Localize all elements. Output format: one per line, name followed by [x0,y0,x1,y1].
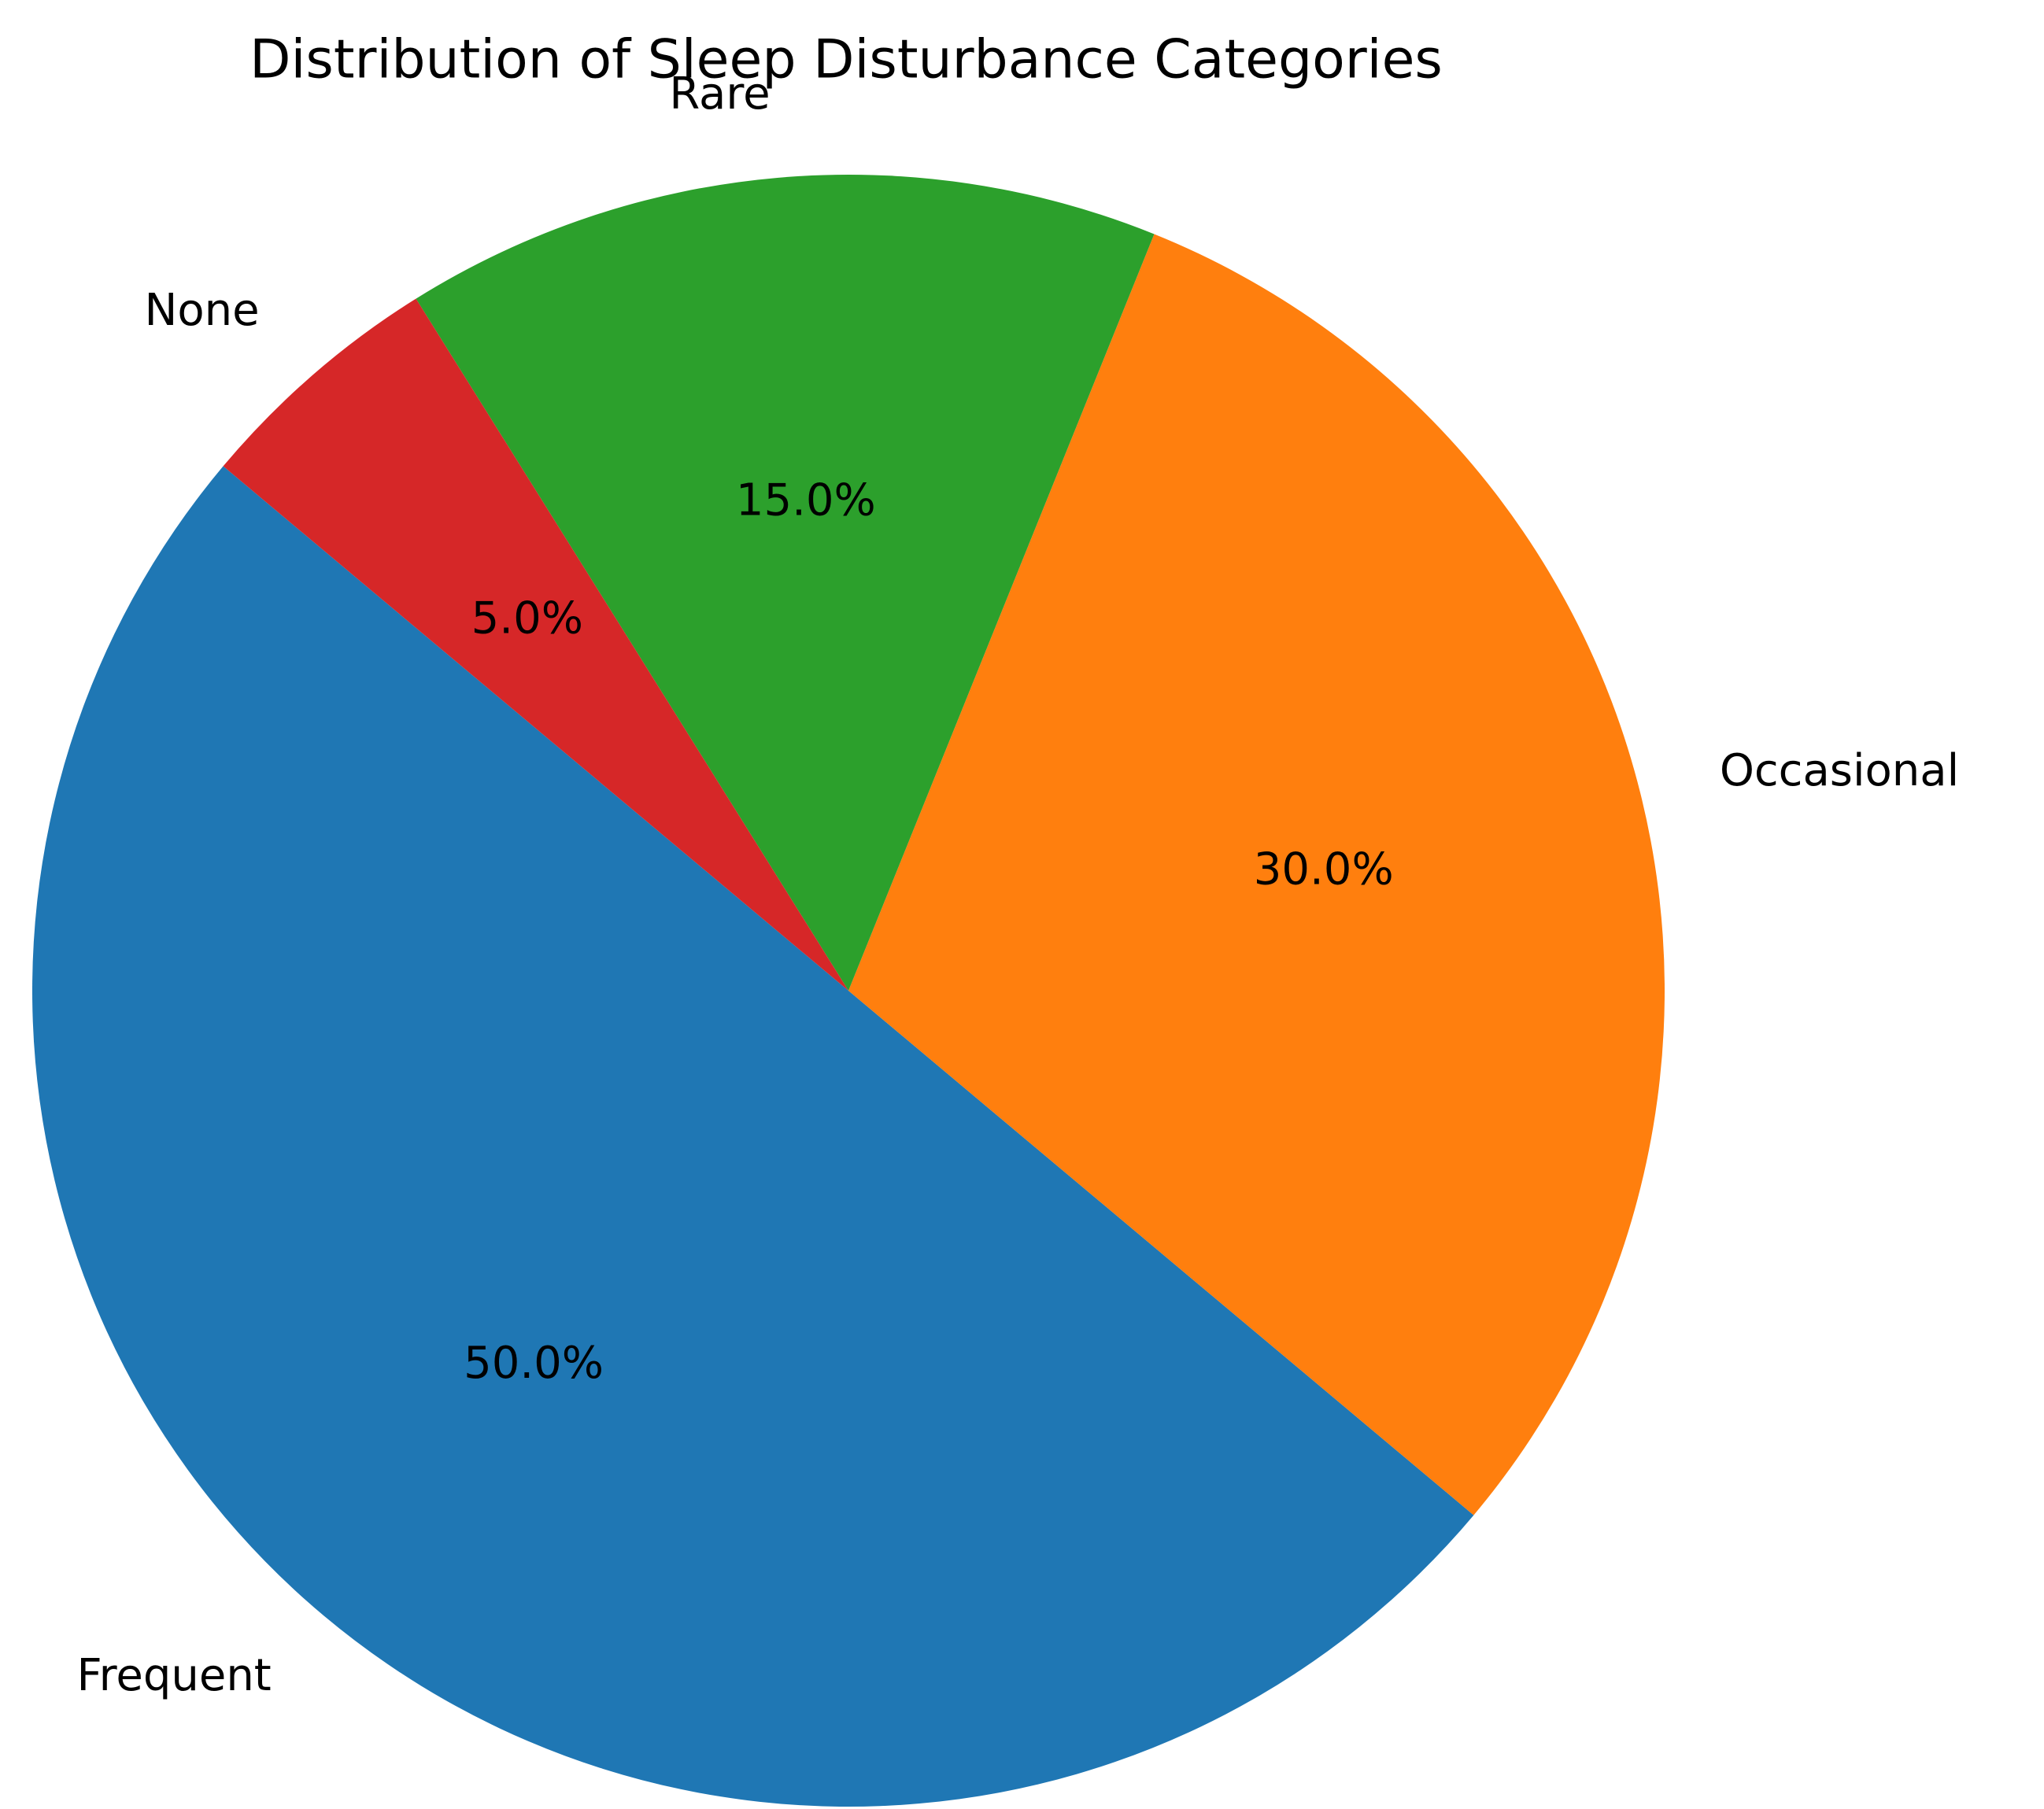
percent-label: 30.0% [1254,844,1394,895]
slice-label: Rare [669,68,770,120]
pie-slice [223,298,848,991]
pie-slice [416,175,1155,991]
percent-label: 15.0% [736,474,876,526]
percent-label: 50.0% [464,1338,604,1389]
slice-label: Frequent [76,1650,271,1701]
pie-slice [31,466,1474,1807]
chart-title: Distribution of Sleep Disturbance Catego… [249,29,1443,91]
percent-label: 5.0% [471,593,583,644]
pie-slice [848,234,1665,1515]
slice-label: Occasional [1720,745,1959,796]
slice-label: None [145,285,260,336]
